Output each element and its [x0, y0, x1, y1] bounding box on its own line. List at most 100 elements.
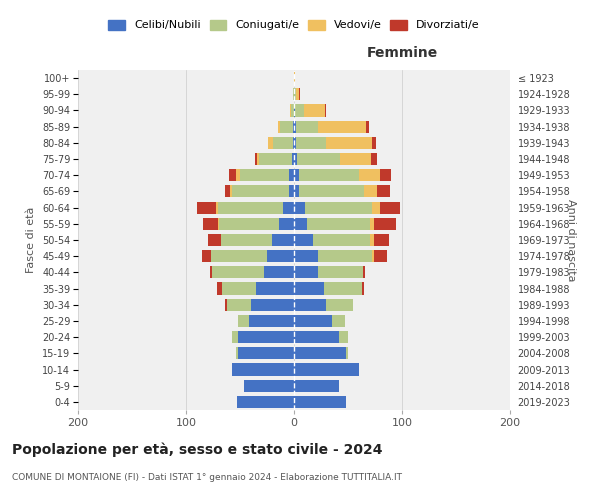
Bar	[221, 282, 256, 294]
Bar	[294, 88, 296, 101]
Bar	[232, 331, 238, 343]
Bar	[225, 186, 230, 198]
Bar	[294, 104, 295, 117]
Bar	[325, 104, 326, 117]
Bar	[294, 396, 346, 408]
Bar	[362, 282, 364, 294]
Bar	[240, 169, 289, 181]
Bar	[293, 137, 294, 149]
Bar	[370, 234, 374, 246]
Bar	[370, 218, 374, 230]
Bar	[268, 137, 274, 149]
Bar	[307, 218, 370, 230]
Bar	[294, 266, 318, 278]
Bar	[264, 266, 294, 278]
Bar	[289, 169, 294, 181]
Bar	[294, 315, 332, 327]
Bar	[203, 218, 218, 230]
Bar	[297, 153, 340, 165]
Bar	[296, 120, 318, 132]
Bar	[294, 331, 340, 343]
Bar	[238, 331, 294, 343]
Bar	[218, 218, 220, 230]
Bar	[374, 234, 389, 246]
Bar	[280, 120, 293, 132]
Bar	[232, 186, 289, 198]
Bar	[318, 250, 372, 262]
Bar	[294, 186, 299, 198]
Bar	[237, 396, 294, 408]
Bar	[294, 348, 346, 360]
Bar	[293, 88, 294, 101]
Bar	[244, 380, 294, 392]
Bar	[259, 153, 292, 165]
Bar	[374, 250, 387, 262]
Bar	[197, 202, 216, 213]
Bar	[313, 234, 370, 246]
Bar	[225, 298, 227, 311]
Bar	[218, 202, 283, 213]
Bar	[291, 104, 294, 117]
Bar	[267, 250, 294, 262]
Bar	[256, 282, 294, 294]
Bar	[289, 186, 294, 198]
Bar	[221, 234, 272, 246]
Bar	[232, 364, 294, 376]
Bar	[294, 234, 313, 246]
Bar	[371, 153, 377, 165]
Bar	[294, 120, 296, 132]
Bar	[251, 298, 294, 311]
Bar	[324, 282, 362, 294]
Bar	[257, 153, 259, 165]
Y-axis label: Anni di nascita: Anni di nascita	[566, 198, 576, 281]
Bar	[294, 153, 297, 165]
Bar	[374, 218, 395, 230]
Bar	[304, 104, 325, 117]
Bar	[210, 266, 212, 278]
Bar	[372, 202, 380, 213]
Bar	[380, 169, 391, 181]
Text: Femmine: Femmine	[367, 46, 437, 60]
Bar	[295, 104, 304, 117]
Bar	[296, 137, 326, 149]
Bar	[216, 202, 218, 213]
Bar	[305, 202, 372, 213]
Bar	[278, 120, 280, 132]
Bar	[217, 282, 221, 294]
Bar	[359, 169, 380, 181]
Bar	[294, 137, 296, 149]
Bar	[227, 298, 251, 311]
Bar	[318, 120, 367, 132]
Bar	[340, 153, 371, 165]
Bar	[229, 169, 236, 181]
Bar	[294, 202, 305, 213]
Bar	[255, 153, 257, 165]
Bar	[294, 364, 359, 376]
Bar	[296, 88, 299, 101]
Bar	[372, 137, 376, 149]
Bar	[292, 153, 294, 165]
Bar	[212, 266, 264, 278]
Bar	[293, 120, 294, 132]
Bar	[380, 202, 400, 213]
Bar	[238, 315, 248, 327]
Bar	[294, 72, 295, 84]
Bar	[272, 234, 294, 246]
Bar	[377, 186, 390, 198]
Bar	[294, 250, 318, 262]
Bar	[248, 315, 294, 327]
Bar	[236, 348, 238, 360]
Bar	[299, 169, 359, 181]
Bar	[318, 266, 363, 278]
Bar	[340, 331, 348, 343]
Bar	[294, 218, 307, 230]
Bar	[326, 298, 353, 311]
Bar	[294, 282, 324, 294]
Bar	[279, 218, 294, 230]
Legend: Celibi/Nubili, Coniugati/e, Vedovi/e, Divorziati/e: Celibi/Nubili, Coniugati/e, Vedovi/e, Di…	[109, 20, 479, 30]
Text: Popolazione per età, sesso e stato civile - 2024: Popolazione per età, sesso e stato civil…	[12, 442, 383, 457]
Bar	[238, 348, 294, 360]
Bar	[294, 169, 299, 181]
Bar	[363, 266, 365, 278]
Bar	[372, 250, 374, 262]
